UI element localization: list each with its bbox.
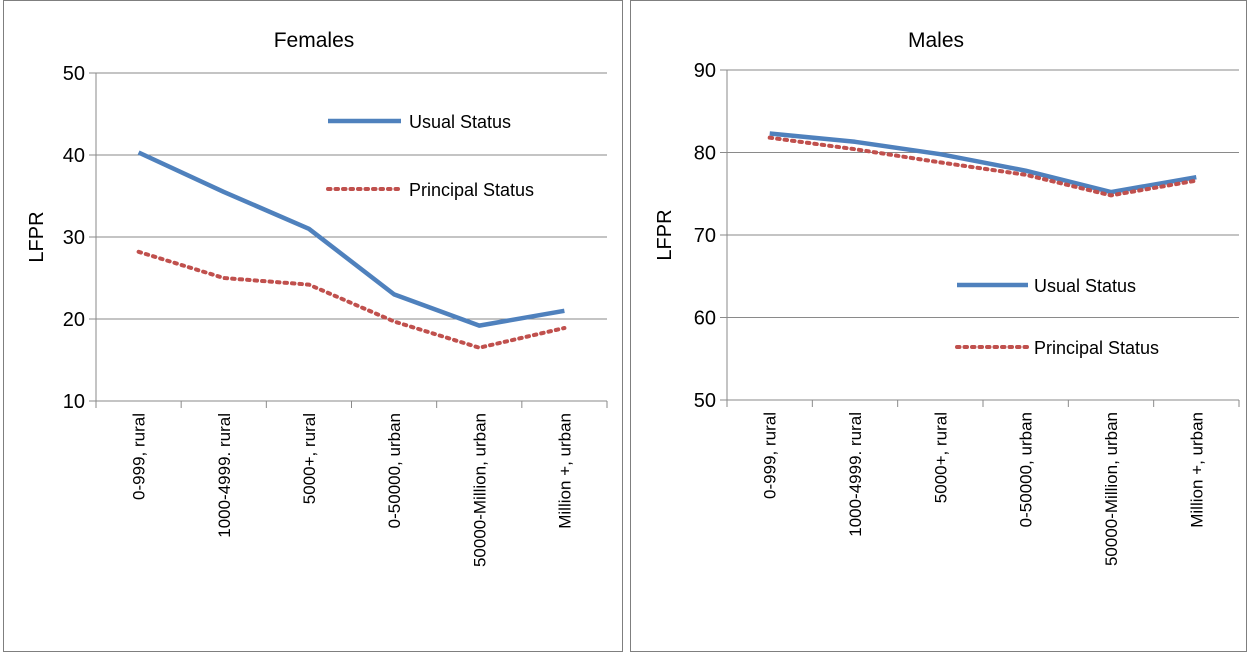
gridlines (727, 69, 1239, 318)
x-tick-label: Million +, urban (555, 413, 574, 529)
x-tick-label: 5000+, rural (300, 413, 319, 504)
legend-label: Principal Status (1034, 338, 1159, 358)
chart-title: Females (274, 29, 355, 52)
y-axis-label: LFPR (654, 209, 676, 260)
legend-label: Usual Status (409, 112, 511, 132)
x-tick-label: 0-999, rural (761, 412, 780, 499)
y-tick-label: 70 (694, 225, 716, 247)
females-chart-panel: Females LFPR 10 20 30 40 50 0-999, rural 1000-49… (3, 0, 623, 652)
females-chart: Females LFPR 10 20 30 40 50 0-999, rural 1000-49… (26, 29, 608, 567)
x-tick-label: 0-50000, urban (385, 413, 404, 528)
x-tick-label: 0-50000, urban (1017, 412, 1036, 527)
y-tick-label: 30 (63, 227, 85, 249)
series-line-principal-status (136, 249, 567, 350)
x-tick-label: Million +, urban (1187, 412, 1206, 528)
y-tick-label: 50 (63, 63, 85, 85)
x-tick-label: 5000+, rural (931, 412, 950, 503)
x-tick-label: 50000-Million, urban (470, 413, 489, 567)
males-chart-panel: Males LFPR 50 60 70 80 90 0-999, rural 1000-4999… (630, 0, 1247, 652)
x-tick-label: 0-999, rural (130, 413, 149, 500)
y-tick-label: 90 (694, 60, 716, 82)
y-tick-label: 80 (694, 143, 716, 165)
y-tick-label: 60 (694, 308, 716, 330)
legend-label: Principal Status (409, 180, 534, 200)
x-tick-label: 1000-4999. rural (215, 413, 234, 538)
chart-title: Males (908, 29, 964, 52)
x-tick-label: 1000-4999. rural (846, 412, 865, 537)
y-tick-label: 50 (694, 390, 716, 412)
males-chart: Males LFPR 50 60 70 80 90 0-999, rural 1000-4999… (654, 29, 1240, 566)
series-line-principal-status (767, 135, 1199, 198)
series-line-usual-status (769, 131, 1197, 195)
legend-label: Usual Status (1034, 276, 1136, 296)
y-axis-label: LFPR (26, 211, 48, 262)
x-tick-label: 50000-Million, urban (1102, 412, 1121, 566)
y-tick-label: 40 (63, 145, 85, 167)
series-line-usual-status (137, 150, 565, 328)
y-tick-label: 10 (63, 391, 85, 413)
y-tick-label: 20 (63, 309, 85, 331)
